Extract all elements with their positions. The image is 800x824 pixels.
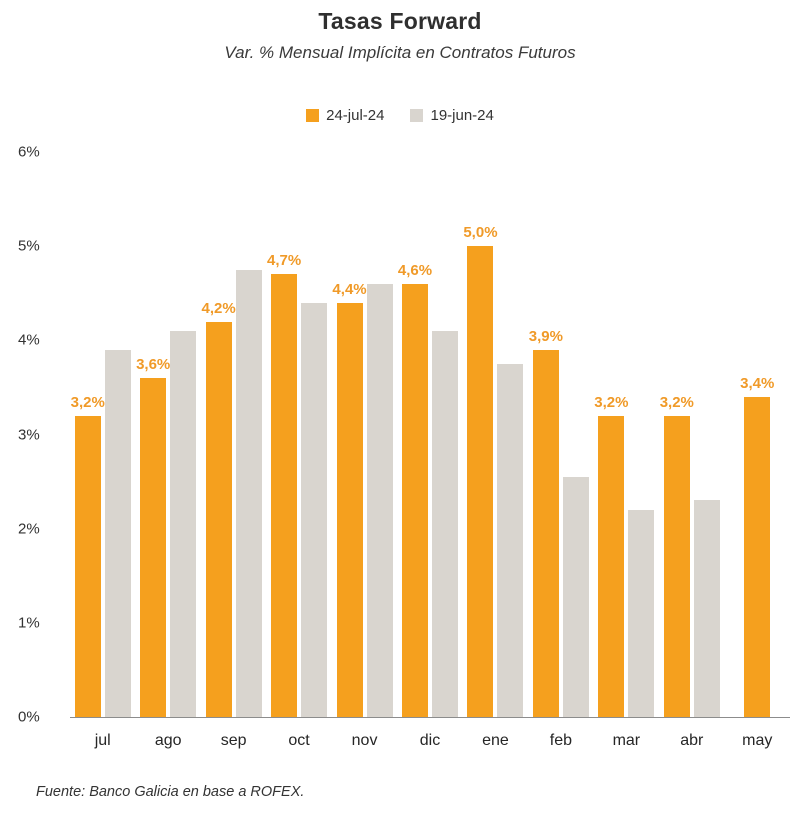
x-axis-label-ago: ago [154,732,182,749]
bar-value-label: 3,2% [659,393,694,411]
bar-24-jul-24-feb[interactable]: 3,9% [529,328,563,717]
bar-24-jul-24-mar[interactable]: 3,2% [594,394,628,717]
bar-group-mar: 3,2% [594,152,659,717]
y-tick-5pct: 5% [18,237,40,255]
chart-legend: 24-jul-24 19-jun-24 [0,107,800,124]
bar-24-jul-24-abr[interactable]: 3,2% [660,394,694,717]
bar-group-ago: 3,6% [135,152,200,717]
chart-subtitle: Var. % Mensual Implícita en Contratos Fu… [224,43,576,62]
bar-19-jun-24-abr[interactable] [693,500,720,717]
bar-24-jul-24-ago[interactable]: 3,6% [136,356,170,717]
bar-value-label: 5,0% [463,224,498,242]
bar-24-jul-24-oct[interactable]: 4,7% [267,252,301,717]
source-note: Fuente: Banco Galicia en base a ROFEX. [36,784,305,800]
y-tick-2pct: 2% [18,520,40,538]
bar-group-feb: 3,9% [528,152,593,717]
bar-group-sep: 4,2% [201,152,266,717]
x-axis-label-jul: jul [94,732,111,749]
chart-header: Tasas Forward Var. % Mensual Implícita e… [0,0,800,63]
bar-value-label: 4,2% [201,299,236,317]
y-tick-0pct: 0% [18,708,40,726]
bar-19-jun-24-jul[interactable] [104,349,131,717]
bar-value-label: 3,2% [594,393,629,411]
bar-19-jun-24-ene[interactable] [497,363,524,717]
bar-group-nov: 4,4% [332,152,397,717]
legend-item-24-jul-24[interactable]: 24-jul-24 [306,107,384,124]
legend-label: 24-jul-24 [326,107,385,124]
plot-wrap: 3,2% 3,6% 4,2% 4,7% 4,4% 4,6% 5,0% 3,9% 3,2% 3,2%… [70,152,790,750]
bar-value-label: 3,4% [740,374,775,392]
x-axis-label-abr: abr [680,732,704,749]
bar-value-label: 4,6% [397,261,433,279]
x-axis-label-sep: sep [220,732,247,749]
bar-19-jun-24-sep[interactable] [235,269,262,717]
x-axis-label-nov: nov [351,732,378,749]
bar-24-jul-24-jul[interactable]: 3,2% [71,394,105,717]
legend-swatch-gray-icon [410,109,424,122]
bar-19-jun-24-oct[interactable] [301,302,328,717]
x-axis-label-feb: feb [549,732,573,749]
y-tick-1pct: 1% [18,614,40,632]
bar-group-jul: 3,2% [70,152,135,717]
y-tick-4pct: 4% [18,331,40,349]
bar-24-jul-24-may[interactable]: 3,4% [740,375,774,717]
chart-title: Tasas Forward [318,8,482,34]
plot-area: 3,2% 3,6% 4,2% 4,7% 4,4% 4,6% 5,0% 3,9% 3,2% 3,2%… [70,152,790,718]
bar-24-jul-24-nov[interactable]: 4,4% [332,281,367,717]
bar-value-label: 3,2% [70,393,105,411]
x-axis-label-oct: oct [288,732,310,749]
y-tick-6pct: 6% [18,143,40,161]
bar-group-dic: 4,6% [397,152,462,717]
bar-19-jun-24-mar[interactable] [628,509,655,717]
y-tick-3pct: 3% [18,426,40,443]
bar-value-label: 3,6% [136,356,171,373]
legend-label: 19-jun-24 [430,107,494,124]
x-axis-label-mar: mar [612,732,641,749]
x-axis-label-ene: ene [482,732,509,749]
bar-value-label: 4,7% [266,252,302,270]
x-axis-label-may: may [742,732,773,749]
bar-group-oct: 4,7% [266,152,331,717]
bar-19-jun-24-dic[interactable] [431,330,458,717]
x-axis: jul ago sep oct nov dic ene feb mar abr may [70,732,790,750]
legend-item-19-jun-24[interactable]: 19-jun-24 [410,107,494,124]
bar-24-jul-24-ene[interactable]: 5,0% [463,224,498,717]
bar-group-ene: 5,0% [463,152,528,717]
bar-24-jul-24-dic[interactable]: 4,6% [398,262,432,717]
x-axis-label-dic: dic [419,732,441,749]
bar-24-jul-24-sep[interactable]: 4,2% [202,300,236,717]
bar-value-label: 3,9% [528,327,563,345]
bar-19-jun-24-nov[interactable] [366,283,393,717]
bar-19-jun-24-ago[interactable] [170,330,197,717]
chart-body: 6% 5% 4% 3% 2% 1% 0% 3,2% 3,6% 4,2% 4,7% 4,4% 4,6% 5… [0,144,800,750]
bar-group-may: 3,4% [725,152,790,717]
y-axis: 6% 5% 4% 3% 2% 1% 0% [18,144,70,726]
legend-swatch-orange-icon [306,109,320,122]
bar-group-abr: 3,2% [659,152,724,717]
bar-value-label: 4,4% [332,280,367,298]
bar-19-jun-24-feb[interactable] [562,476,589,717]
